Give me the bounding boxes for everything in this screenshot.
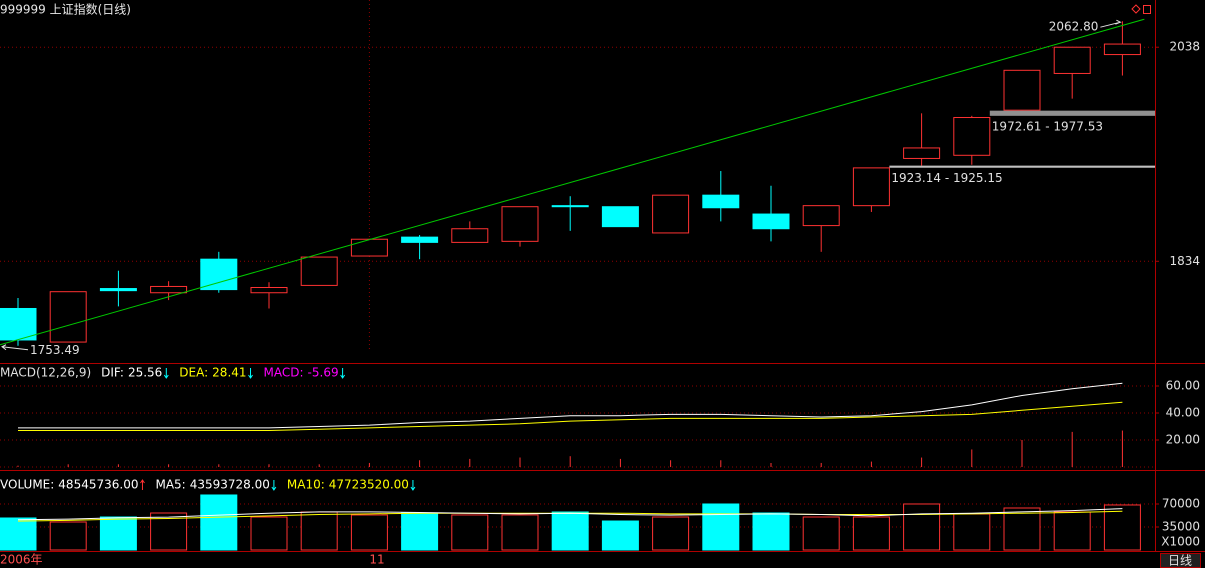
extreme-arrow bbox=[1, 344, 29, 351]
legend-arrow bbox=[410, 480, 416, 491]
legend-value: -5.69 bbox=[308, 366, 339, 380]
extreme-label: 1753.49 bbox=[30, 343, 80, 357]
volume-bar bbox=[501, 514, 539, 551]
candle-body bbox=[752, 213, 790, 230]
legend-arrow bbox=[340, 368, 346, 379]
candle-body bbox=[852, 167, 890, 207]
volume-bar bbox=[652, 516, 690, 551]
x-tick-label: 11 bbox=[369, 553, 384, 567]
legend-value: 48545736.00 bbox=[58, 478, 138, 492]
volume-bar bbox=[852, 516, 890, 551]
legend-label: DEA: bbox=[179, 366, 208, 380]
icon-window[interactable] bbox=[1143, 5, 1151, 14]
legend-label: MACD(12,26,9) bbox=[0, 366, 91, 380]
candle-body bbox=[350, 238, 388, 257]
candle-body bbox=[99, 288, 137, 292]
legend-arrow bbox=[140, 479, 145, 490]
volume-bar bbox=[401, 512, 439, 551]
candle-body bbox=[200, 258, 238, 291]
period-tab-label[interactable]: 日线 bbox=[1168, 554, 1192, 568]
candle-body bbox=[1103, 43, 1141, 56]
y-tick-label: 70000 bbox=[1162, 496, 1200, 510]
candle-body bbox=[250, 287, 288, 294]
indicator-line bbox=[17, 508, 1123, 521]
volume-bar bbox=[1103, 504, 1141, 551]
y-tick-label: 20.00 bbox=[1166, 433, 1200, 447]
y-tick-label: 2038 bbox=[1169, 40, 1200, 54]
legend-arrow bbox=[271, 480, 277, 491]
candle-body bbox=[903, 147, 941, 159]
y-tick-label: 60.00 bbox=[1166, 379, 1200, 393]
icon-diamond[interactable] bbox=[1131, 4, 1141, 14]
candle-body bbox=[49, 291, 87, 343]
legend-arrow bbox=[248, 368, 253, 379]
extreme-label: 2062.80 bbox=[1049, 20, 1099, 34]
gap-band bbox=[989, 110, 1155, 116]
gap-label: 1923.14 - 1925.15 bbox=[891, 171, 1002, 185]
gap-band bbox=[889, 165, 1155, 168]
legend-value: 43593728.00 bbox=[190, 478, 270, 492]
volume-bar bbox=[1053, 511, 1091, 551]
legend-arrow bbox=[163, 368, 169, 379]
volume-bar bbox=[99, 516, 137, 551]
candle-body bbox=[802, 205, 840, 227]
candle-body bbox=[501, 206, 539, 242]
unit-label: X1000 bbox=[1161, 535, 1200, 549]
chart-title: 999999 上证指数(日线) bbox=[0, 2, 131, 17]
trend-line bbox=[0, 18, 1145, 346]
volume-bar bbox=[601, 520, 639, 551]
volume-bar bbox=[350, 514, 388, 551]
candle-body bbox=[953, 117, 991, 156]
volume-bar bbox=[702, 503, 740, 551]
candle-body bbox=[0, 307, 37, 341]
candle-body bbox=[451, 228, 489, 243]
volume-bar bbox=[0, 517, 37, 551]
legend-value: 28.41 bbox=[212, 366, 246, 380]
candle-body bbox=[300, 256, 338, 286]
legend-value: 47723520.00 bbox=[329, 478, 409, 492]
volume-bar bbox=[752, 512, 790, 551]
legend-label: MA5: bbox=[155, 478, 185, 492]
legend-label: MA10: bbox=[287, 478, 325, 492]
volume-bar bbox=[451, 514, 489, 551]
legend-label: DIF: bbox=[101, 366, 124, 380]
candle-body bbox=[702, 194, 740, 209]
volume-bar bbox=[551, 511, 589, 551]
candle-body bbox=[551, 205, 589, 208]
volume-bar bbox=[300, 511, 338, 551]
candle-body bbox=[1053, 46, 1091, 74]
volume-bar bbox=[1003, 507, 1041, 551]
candle-body bbox=[1003, 69, 1041, 111]
candle-body bbox=[150, 285, 188, 294]
legend-label: MACD: bbox=[264, 366, 304, 380]
volume-bar bbox=[150, 512, 188, 551]
legend-value: 25.56 bbox=[128, 366, 162, 380]
volume-bar bbox=[250, 516, 288, 551]
indicator-line bbox=[18, 382, 1123, 429]
legend-label: VOLUME: bbox=[0, 478, 54, 492]
candle-body bbox=[652, 194, 690, 234]
y-tick-label: 40.00 bbox=[1166, 406, 1200, 420]
y-tick-label: 35000 bbox=[1162, 519, 1200, 533]
volume-bar bbox=[953, 513, 991, 551]
indicator-line bbox=[18, 401, 1123, 432]
x-tick-label: 2006年 bbox=[0, 553, 43, 567]
candle-body bbox=[401, 236, 439, 243]
volume-bar bbox=[903, 503, 941, 551]
gap-label: 1972.61 - 1977.53 bbox=[992, 119, 1103, 133]
candle-body bbox=[601, 206, 639, 228]
extreme-arrow bbox=[1100, 19, 1122, 28]
y-tick-label: 1834 bbox=[1169, 254, 1200, 268]
volume-bar bbox=[200, 494, 238, 551]
volume-bar bbox=[802, 516, 840, 551]
volume-bar bbox=[49, 521, 87, 551]
